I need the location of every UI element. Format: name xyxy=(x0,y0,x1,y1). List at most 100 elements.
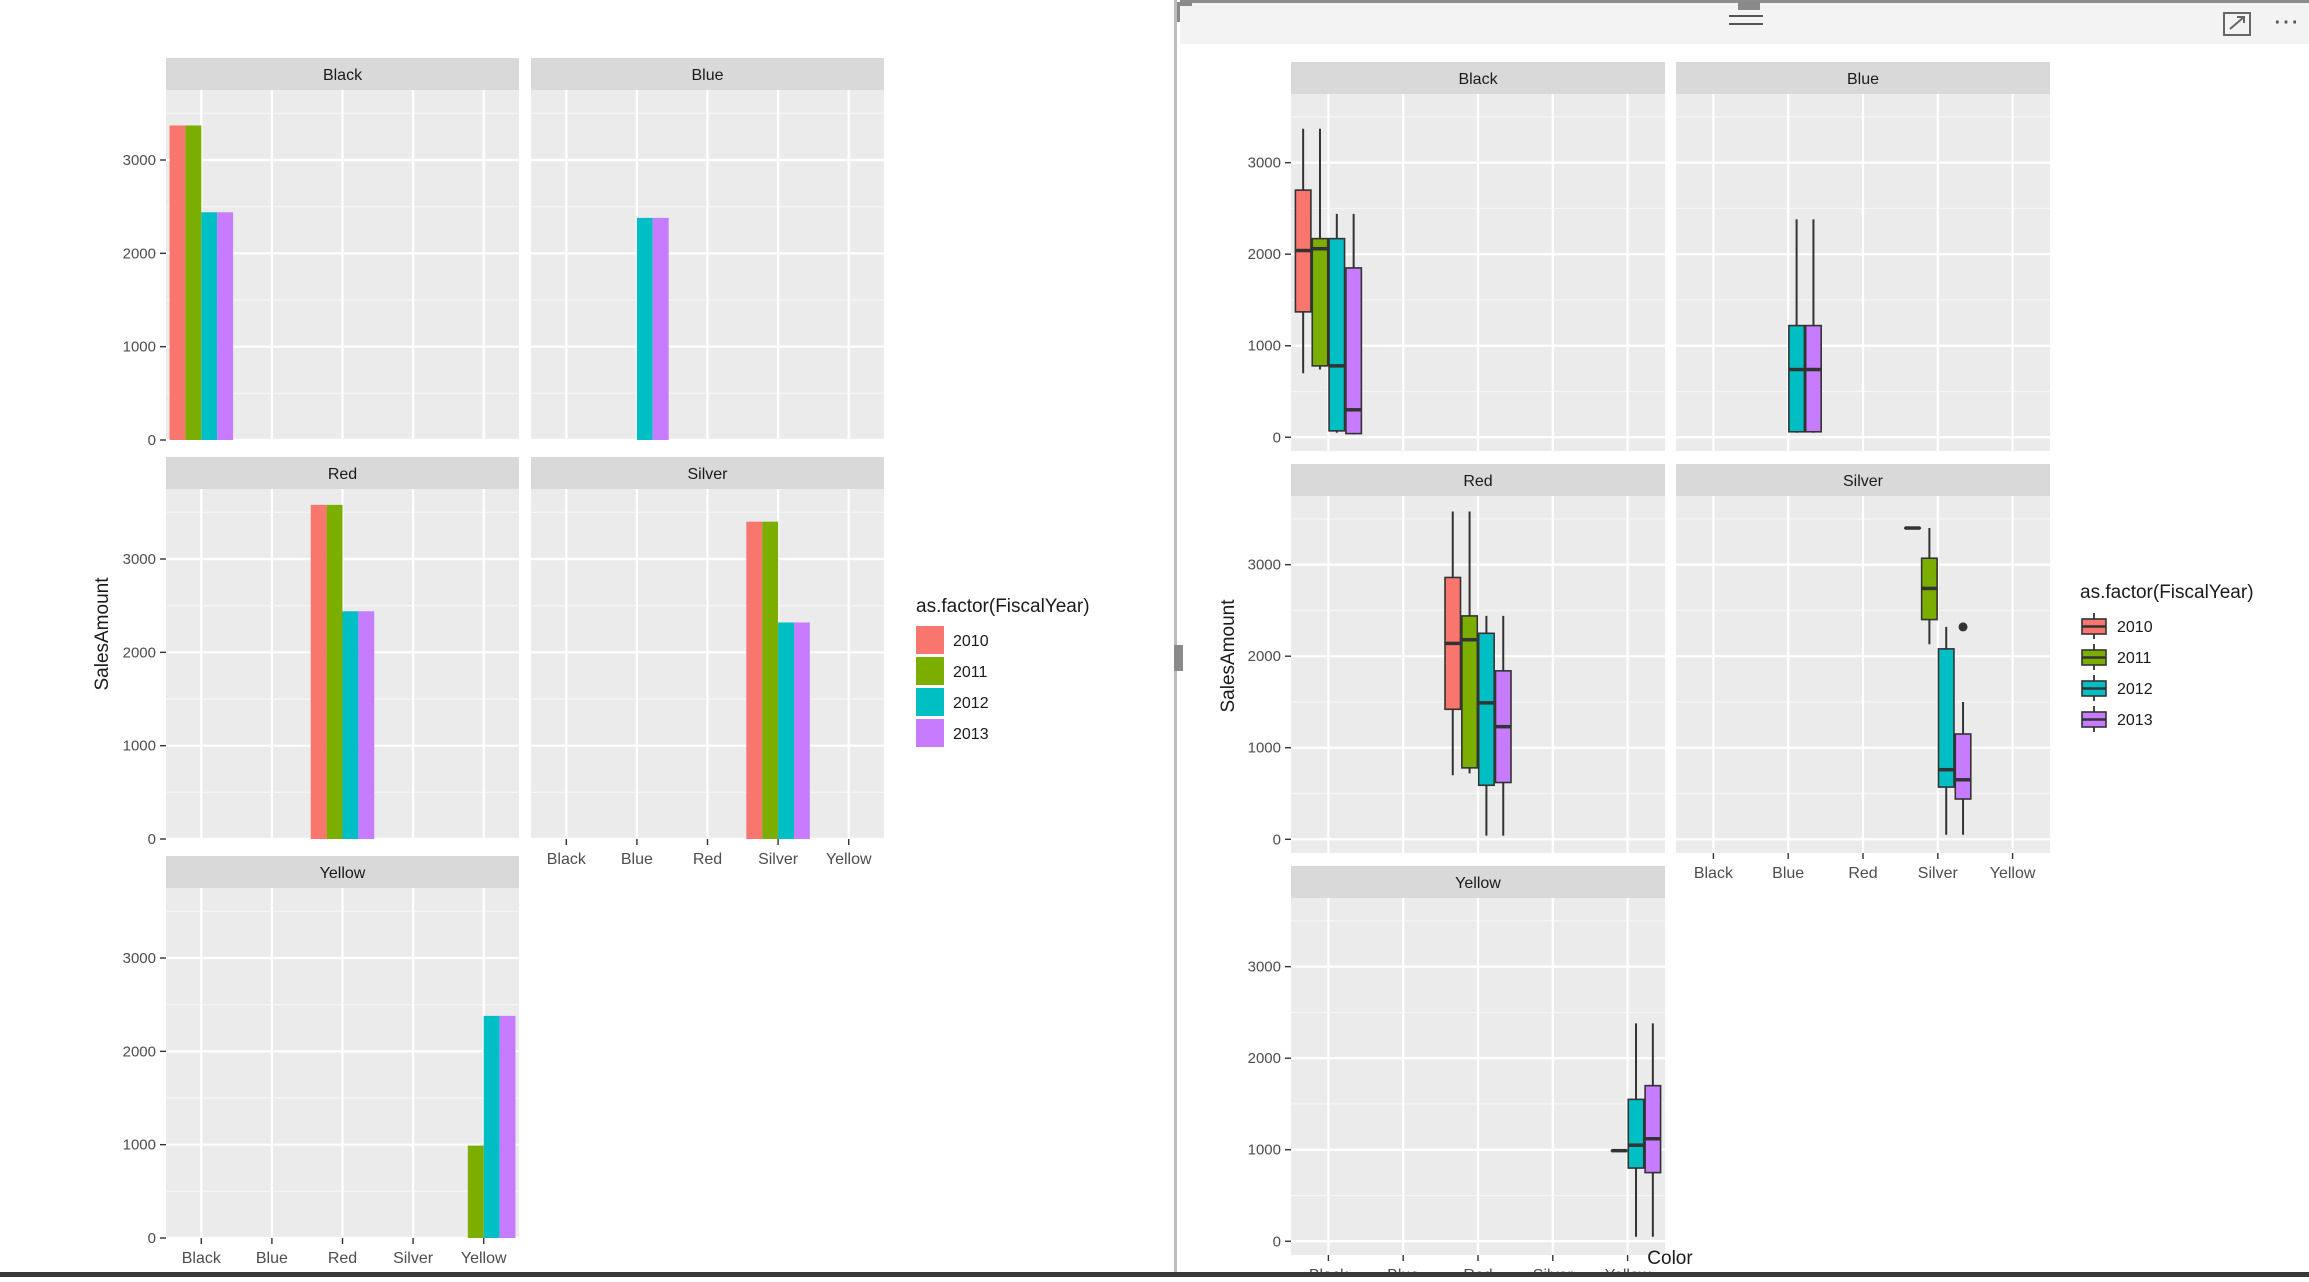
x-tick-label-red: Red xyxy=(693,851,722,868)
y-tick-label: 1000 xyxy=(123,738,156,755)
y-tick-label: 2000 xyxy=(1248,648,1281,665)
boxplot-chart-svg: Black 0 1000 2000 3000 Blue Red 0 1000 2000 3000 Si… xyxy=(1176,0,2309,1277)
legend-label-2010: 2010 xyxy=(953,633,989,650)
bar-red-2011 xyxy=(327,505,343,839)
legend-key-2012 xyxy=(916,688,944,716)
x-tick-label-black: Black xyxy=(182,1250,222,1267)
y-tick-label: 1000 xyxy=(1248,1142,1281,1159)
facet-strip-label-blue: Blue xyxy=(1847,71,1879,88)
facet-strip-label-yellow: Yellow xyxy=(1455,875,1501,892)
resize-corner-handle[interactable] xyxy=(1176,2,1192,22)
box-yellow-2013 xyxy=(1645,1086,1660,1173)
y-tick-label: 2000 xyxy=(1248,246,1281,263)
y-tick-label: 0 xyxy=(148,1230,156,1247)
legend-key-2011 xyxy=(916,657,944,685)
drag-handle-icon[interactable] xyxy=(1729,15,1763,29)
y-tick-label: 0 xyxy=(1273,429,1281,446)
box-black-2012 xyxy=(1329,239,1344,431)
legend-title: as.factor(FiscalYear) xyxy=(2080,582,2254,603)
x-tick-label-yellow: Yellow xyxy=(1990,865,2036,882)
visual-divider xyxy=(1174,0,1177,1277)
x-tick-label-blue: Blue xyxy=(621,851,653,868)
bar-black-2013 xyxy=(217,212,233,440)
bar-red-2010 xyxy=(311,505,327,839)
facet-strip-label-silver: Silver xyxy=(1843,473,1884,490)
bar-black-2010 xyxy=(170,125,186,440)
legend-label-2011: 2011 xyxy=(953,664,988,681)
legend-label-2013: 2013 xyxy=(2117,712,2153,729)
bar-yellow-2013 xyxy=(500,1016,516,1238)
legend-title: as.factor(FiscalYear) xyxy=(916,596,1090,617)
bar-silver-2010 xyxy=(746,522,762,839)
bar-red-2012 xyxy=(343,611,359,839)
y-tick-label: 0 xyxy=(148,831,156,848)
legend-key-2013 xyxy=(916,719,944,747)
outlier-point-silver-2013 xyxy=(1959,622,1968,631)
facet-strip-label-yellow: Yellow xyxy=(320,865,366,882)
divider-resize-handle[interactable] xyxy=(1174,645,1183,671)
bar-silver-2013 xyxy=(794,622,810,839)
bar-silver-2011 xyxy=(762,522,778,839)
boxplot-chart-visual: Black 0 1000 2000 3000 Blue Red 0 1000 2000 3000 Si… xyxy=(1176,0,2309,1277)
bar-chart-svg: Black 0 1000 2000 3000 Blue Red 0 1000 2000 3000 Si… xyxy=(0,0,1176,1277)
y-tick-label: 2000 xyxy=(1248,1050,1281,1067)
y-tick-label: 1000 xyxy=(1248,740,1281,757)
box-silver-2012 xyxy=(1938,649,1953,787)
x-tick-label-blue: Blue xyxy=(256,1250,288,1267)
y-tick-label: 3000 xyxy=(123,950,156,967)
bar-yellow-2011 xyxy=(468,1146,484,1238)
bar-blue-2013 xyxy=(653,218,669,440)
legend-label-2013: 2013 xyxy=(953,726,989,743)
x-tick-label-blue: Blue xyxy=(1772,865,1804,882)
x-tick-label-silver: Silver xyxy=(393,1250,434,1267)
x-tick-label-silver: Silver xyxy=(1918,865,1959,882)
x-tick-label-silver: Silver xyxy=(758,851,799,868)
facet-strip-label-black: Black xyxy=(323,67,363,84)
y-axis-label: SalesAmount xyxy=(1218,599,1239,713)
facet-strip-label-blue: Blue xyxy=(691,67,723,84)
facet-strip-label-black: Black xyxy=(1458,71,1498,88)
bar-silver-2012 xyxy=(778,622,794,839)
more-options-icon[interactable]: ⋯ xyxy=(2268,6,2304,36)
facet-strip-label-red: Red xyxy=(1463,473,1492,490)
bar-chart-visual: Black 0 1000 2000 3000 Blue Red 0 1000 2000 3000 Si… xyxy=(0,0,1176,1277)
legend-label-2011: 2011 xyxy=(2117,650,2152,667)
box-red-2012 xyxy=(1479,633,1494,785)
y-tick-label: 1000 xyxy=(1248,338,1281,355)
box-blue-2012 xyxy=(1789,326,1804,432)
x-tick-label-black: Black xyxy=(547,851,587,868)
y-axis-label: SalesAmount xyxy=(92,577,113,691)
y-tick-label: 3000 xyxy=(123,152,156,169)
y-tick-label: 3000 xyxy=(1248,557,1281,574)
legend-label-2012: 2012 xyxy=(953,695,989,712)
x-tick-label-yellow: Yellow xyxy=(461,1250,507,1267)
facet-strip-label-silver: Silver xyxy=(687,466,728,483)
y-tick-label: 3000 xyxy=(1248,959,1281,976)
bar-black-2012 xyxy=(201,212,217,440)
legend-label-2010: 2010 xyxy=(2117,619,2153,636)
box-blue-2013 xyxy=(1806,326,1821,432)
y-tick-label: 1000 xyxy=(123,339,156,356)
bar-red-2013 xyxy=(358,611,374,839)
y-tick-label: 0 xyxy=(148,432,156,449)
focus-mode-icon[interactable] xyxy=(2222,11,2252,37)
bar-blue-2012 xyxy=(637,218,653,440)
box-silver-2013 xyxy=(1955,734,1970,799)
x-axis-label: Color xyxy=(1647,1248,1693,1269)
legend-key-2010 xyxy=(916,626,944,654)
y-tick-label: 3000 xyxy=(123,551,156,568)
bar-black-2011 xyxy=(185,125,201,440)
legend-label-2012: 2012 xyxy=(2117,681,2153,698)
y-tick-label: 2000 xyxy=(123,644,156,661)
bar-yellow-2012 xyxy=(484,1016,500,1238)
y-tick-label: 2000 xyxy=(123,245,156,262)
x-tick-label-yellow: Yellow xyxy=(826,851,872,868)
x-tick-label-red: Red xyxy=(1848,865,1877,882)
x-tick-label-red: Red xyxy=(328,1250,357,1267)
y-tick-label: 1000 xyxy=(123,1137,156,1154)
box-black-2011 xyxy=(1312,239,1327,366)
resize-top-handle[interactable] xyxy=(1738,2,1760,10)
y-tick-label: 0 xyxy=(1273,831,1281,848)
y-tick-label: 2000 xyxy=(123,1043,156,1060)
box-yellow-2012 xyxy=(1628,1099,1643,1168)
